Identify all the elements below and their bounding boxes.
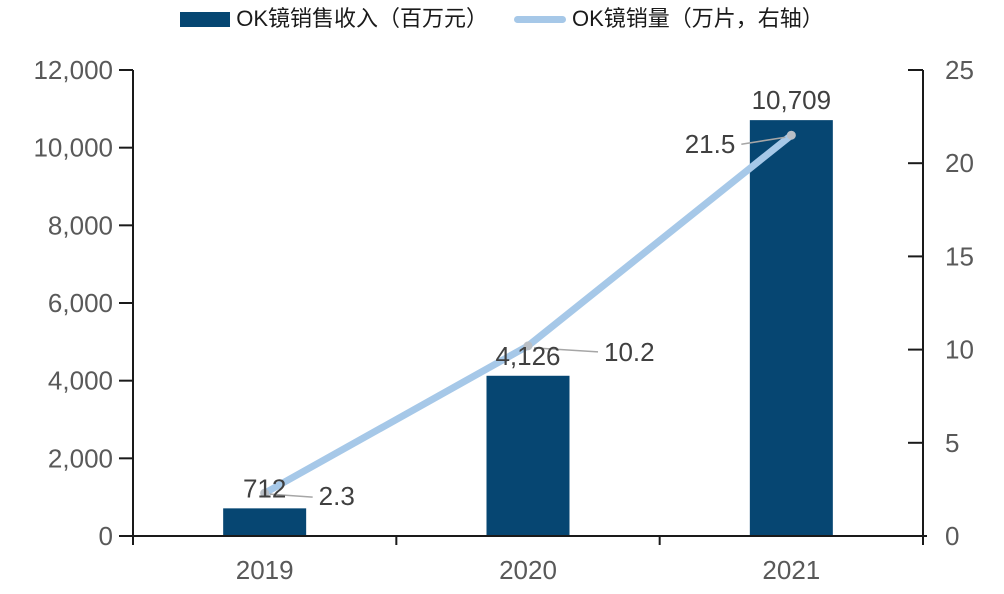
left-axis-tick-label: 4,000 [48,366,113,396]
line-label-2020: 10.2 [604,337,655,367]
bar-2021 [749,120,833,536]
x-axis-label-2021: 2021 [762,555,820,585]
line-label-2019: 2.3 [319,481,355,511]
left-axis-tick-label: 8,000 [48,210,113,240]
left-axis-tick-label: 0 [99,521,113,551]
line-series-swatch [514,15,566,23]
right-axis-tick-label: 10 [945,335,974,365]
right-axis-tick-label: 0 [945,521,959,551]
bar-label-2019: 712 [243,473,286,503]
line-marker-2021 [786,130,796,140]
bar-2019 [223,508,307,536]
bar-series-swatch [180,11,231,27]
x-axis-label-2020: 2020 [499,555,557,585]
bar-label-2021: 10,709 [752,85,832,115]
bar-2020 [486,375,570,536]
leader-line-2021 [741,136,786,146]
line-label-2021: 21.5 [685,129,736,159]
left-axis-tick-label: 10,000 [33,133,113,163]
legend-item-revenue: OK镜销售收入（百万元） [180,6,488,32]
leader-line-2020 [533,347,599,353]
right-axis-tick-label: 25 [945,55,974,85]
leader-line-2019 [269,493,313,498]
left-axis-tick-label: 12,000 [33,55,113,85]
right-axis-tick-label: 5 [945,428,959,458]
left-axis-tick-label: 2,000 [48,443,113,473]
right-axis-tick-label: 15 [945,241,974,271]
line-marker-2019 [260,488,270,498]
bar-label-2020: 4,126 [495,341,560,371]
left-axis-tick-label: 6,000 [48,288,113,318]
right-axis-tick-label: 20 [945,148,974,178]
line-series-label: OK镜销量（万片，右轴） [572,6,824,31]
bar-series-label: OK镜销售收入（百万元） [236,6,488,31]
line-marker-2020 [523,341,533,351]
x-axis-label-2019: 2019 [236,555,294,585]
legend-item-volume: OK镜销量（万片，右轴） [514,6,824,32]
legend: OK镜销售收入（百万元） OK镜销量（万片，右轴） [0,6,1004,32]
